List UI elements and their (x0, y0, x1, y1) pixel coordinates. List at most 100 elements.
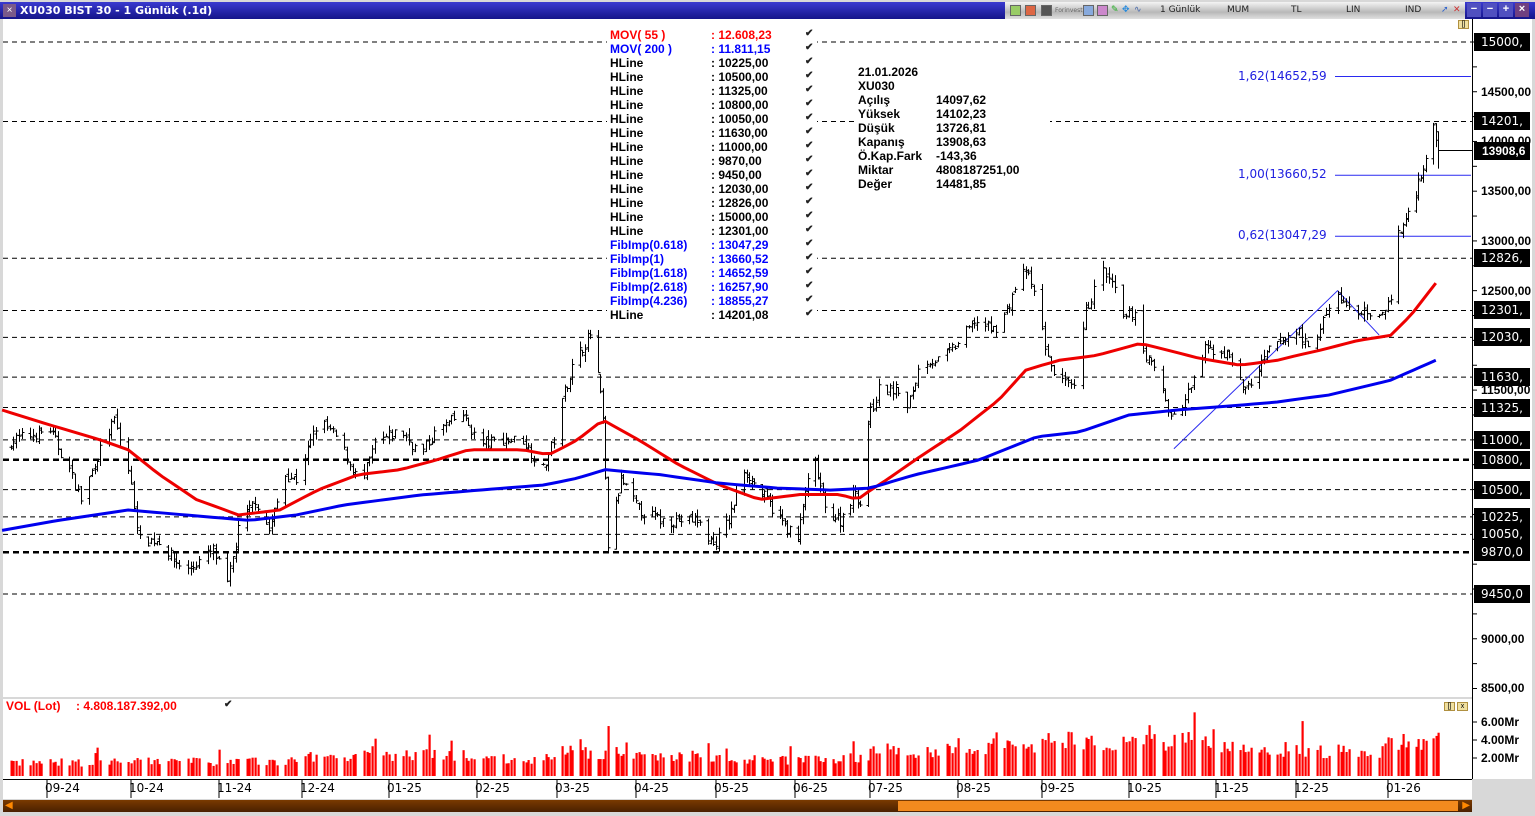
legend-row[interactable]: HLine: 10500,00 ✔ (610, 70, 813, 84)
legend-row[interactable]: HLine: 11325,00 ✔ (610, 84, 813, 98)
compare-icon[interactable] (1097, 5, 1108, 16)
volume-bar (74, 761, 77, 776)
volume-bar (323, 756, 326, 776)
scale-selector[interactable]: LIN (1346, 5, 1361, 15)
legend-row[interactable]: MOV( 200 ): 11.811,15 ✔ (610, 42, 813, 56)
volume-check-icon[interactable]: ✔ (224, 699, 233, 710)
visibility-check-icon[interactable]: ✔ (805, 196, 814, 207)
scrollbar-thumb[interactable] (898, 801, 1458, 811)
ohlc-bar (588, 329, 593, 340)
panel-close-button[interactable]: x (1457, 702, 1468, 711)
template-icon[interactable] (1025, 5, 1036, 16)
visibility-check-icon[interactable]: ✔ (805, 70, 814, 81)
info-row: Değer 14481,85 (858, 177, 1046, 191)
visibility-check-icon[interactable]: ✔ (805, 182, 814, 193)
arrow-icon[interactable]: ➚ (1441, 5, 1449, 15)
period-selector[interactable]: 1 Günlük (1160, 5, 1201, 15)
hline-price-tag: 10800, (1474, 450, 1530, 469)
visibility-check-icon[interactable]: ✔ (805, 112, 814, 123)
horizontal-scrollbar[interactable]: ◀ ▶ (3, 800, 1472, 812)
legend-row[interactable]: HLine: 14201,08 ✔ (610, 308, 813, 322)
ohlc-bar (541, 462, 546, 466)
ohlc-bar (432, 426, 437, 443)
visibility-check-icon[interactable]: ✔ (805, 308, 814, 319)
visibility-check-icon[interactable]: ✔ (805, 210, 814, 221)
chart-type-selector[interactable]: MUM (1227, 5, 1250, 15)
volume-bar (1150, 738, 1153, 776)
legend-value: : 14652,59 (711, 266, 769, 280)
legend-value: : 11.811,15 (711, 42, 771, 56)
volume-bar (1247, 751, 1250, 776)
visibility-check-icon[interactable]: ✔ (805, 280, 814, 291)
legend-row[interactable]: FibImp(4.236): 18855,27 ✔ (610, 294, 813, 308)
ohlc-bar (1113, 275, 1118, 294)
legend-row[interactable]: HLine: 12301,00 ✔ (610, 224, 813, 238)
visibility-check-icon[interactable]: ✔ (805, 56, 814, 67)
y-tick-label: 13500,00 (1481, 184, 1532, 199)
volume-bar (656, 760, 659, 776)
visibility-check-icon[interactable]: ✔ (805, 28, 814, 39)
legend-row[interactable]: HLine: 9870,00 ✔ (610, 154, 813, 168)
volume-bar (799, 758, 802, 776)
visibility-check-icon[interactable]: ✔ (805, 224, 814, 235)
indicator-selector[interactable]: IND (1405, 5, 1422, 15)
visibility-check-icon[interactable]: ✔ (805, 294, 814, 305)
volume-bar (284, 764, 287, 776)
visibility-check-icon[interactable]: ✔ (805, 238, 814, 249)
legend-row[interactable]: FibImp(0.618): 13047,29 ✔ (610, 238, 813, 252)
tools-icon[interactable]: ✕ (1453, 5, 1461, 15)
scroll-left-icon[interactable]: ◀ (5, 800, 13, 811)
close-window-button[interactable]: × (1515, 3, 1529, 17)
ohlc-bar (1092, 279, 1097, 310)
legend-row[interactable]: HLine: 12030,00 ✔ (610, 182, 813, 196)
info-label: Ö.Kap.Fark (858, 149, 923, 163)
volume-bar (130, 763, 133, 776)
ohlc-bar (1362, 301, 1367, 322)
volume-bar (1011, 744, 1014, 776)
legend-row[interactable]: HLine: 10800,00 ✔ (610, 98, 813, 112)
legend-row[interactable]: FibImp(1): 13660,52 ✔ (610, 252, 813, 266)
scroll-right-icon[interactable]: ▶ (1462, 800, 1470, 811)
volume-bar (1437, 732, 1440, 776)
volume-bar (1363, 751, 1366, 776)
legend-row[interactable]: FibImp(2.618): 16257,90 ✔ (610, 280, 813, 294)
legend-row[interactable]: HLine: 12826,00 ✔ (610, 196, 813, 210)
legend-row[interactable]: HLine: 10225,00 ✔ (610, 56, 813, 70)
legend-row[interactable]: HLine: 15000,00 ✔ (610, 210, 813, 224)
volume-bar (156, 758, 159, 776)
ohlc-bar (1043, 321, 1048, 356)
ohlc-bar (306, 440, 311, 466)
maximize-button[interactable]: + (1499, 3, 1513, 17)
visibility-check-icon[interactable]: ✔ (805, 126, 814, 137)
volume-bar (1164, 750, 1167, 776)
grid-icon[interactable] (1083, 5, 1094, 16)
legend-row[interactable]: MOV( 55 ): 12.608,23 ✔ (610, 28, 813, 42)
ohlc-bar (1005, 304, 1010, 315)
indicator-icon[interactable] (1010, 5, 1021, 16)
visibility-check-icon[interactable]: ✔ (805, 84, 814, 95)
move-icon[interactable]: ✥ (1122, 5, 1130, 15)
price-panel-button[interactable]: [] (1458, 20, 1469, 29)
visibility-check-icon[interactable]: ✔ (805, 154, 814, 165)
ohlc-bar (1424, 154, 1429, 173)
visibility-check-icon[interactable]: ✔ (805, 168, 814, 179)
visibility-check-icon[interactable]: ✔ (805, 42, 814, 53)
volume-bar (1070, 732, 1073, 776)
legend-row[interactable]: HLine: 11000,00 ✔ (610, 140, 813, 154)
legend-row[interactable]: HLine: 11630,00 ✔ (610, 126, 813, 140)
legend-row[interactable]: HLine: 9450,00 ✔ (610, 168, 813, 182)
panel-maximize-button[interactable]: [] (1444, 702, 1455, 711)
visibility-check-icon[interactable]: ✔ (805, 98, 814, 109)
visibility-check-icon[interactable]: ✔ (805, 266, 814, 277)
legend-label: MOV( 55 ) (610, 28, 666, 42)
legend-row[interactable]: FibImp(1.618): 14652,59 ✔ (610, 266, 813, 280)
pencil-icon[interactable]: ✎ (1111, 5, 1119, 15)
minimize-button[interactable]: − (1467, 3, 1481, 17)
currency-selector[interactable]: TL (1291, 5, 1302, 15)
close-chart-button[interactable]: × (3, 4, 16, 17)
minimize-all-button[interactable]: − (1483, 3, 1497, 17)
legend-row[interactable]: HLine: 10050,00 ✔ (610, 112, 813, 126)
visibility-check-icon[interactable]: ✔ (805, 140, 814, 151)
wave-icon[interactable]: ∿ (1134, 5, 1142, 15)
visibility-check-icon[interactable]: ✔ (805, 252, 814, 263)
